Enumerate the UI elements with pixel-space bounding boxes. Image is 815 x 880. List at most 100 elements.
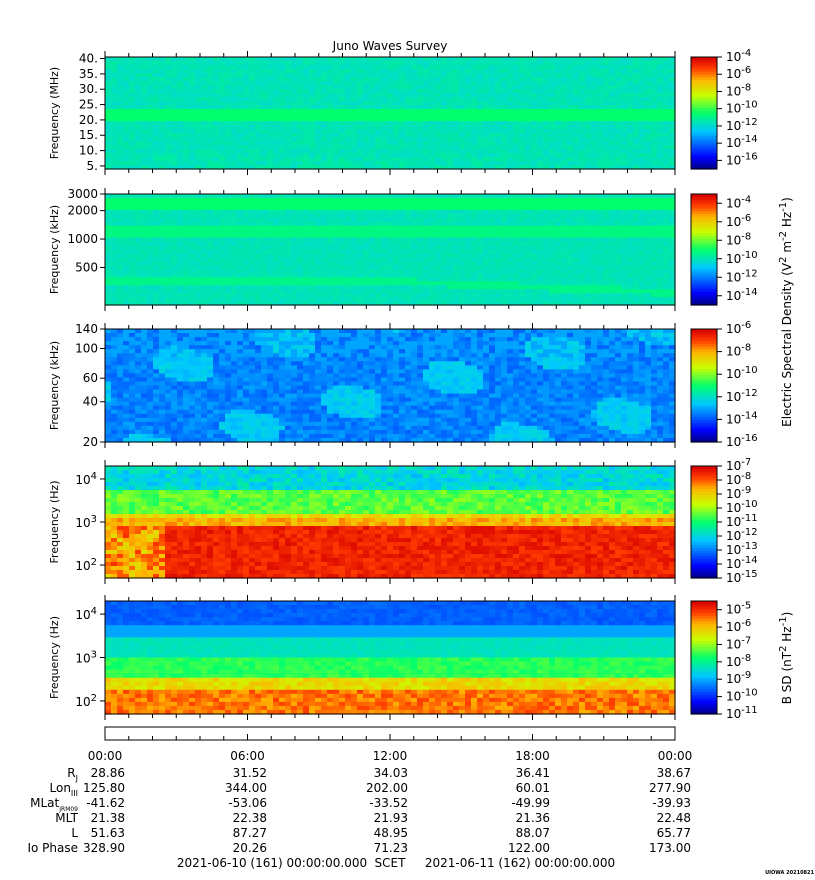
- spectrogram-image: [105, 194, 676, 306]
- colorbar-tick-label: 10-11: [726, 513, 758, 529]
- y-tick-label: 5.: [87, 159, 98, 173]
- y-axis-label: Frequency (Hz): [48, 616, 61, 699]
- ephemeris-value: 34.03: [374, 766, 408, 780]
- colorbar-tick-label: 10-11: [726, 705, 758, 721]
- colorbar-tick-label: 10-8: [726, 343, 751, 359]
- colorbar-frame: [690, 56, 718, 170]
- time-label: 18:00: [515, 749, 550, 763]
- ephemeris-row-label: MLT: [55, 811, 78, 825]
- colorbar-tick-label: 10-9: [726, 485, 751, 501]
- colorbar-tick-label: 10-14: [726, 555, 758, 571]
- colorbar-tick-label: 10-8: [726, 231, 751, 247]
- ephemeris-value: -41.62: [86, 796, 125, 810]
- colorbar-tick-label: 10-14: [726, 134, 758, 150]
- colorbar-frame: [690, 193, 718, 306]
- ephemeris-value: 88.07: [516, 826, 550, 840]
- colorbar-tick-label: 10-6: [726, 320, 751, 336]
- time-axis: 00:00 06:00 12:00 18:00 00:00: [88, 726, 693, 763]
- colorbar-tick-label: 10-7: [726, 635, 751, 651]
- colorbar-label-magnetic: B SD (nT2 Hz-1): [778, 612, 794, 705]
- colorbar-tick-label: 10-7: [726, 457, 751, 473]
- colorbar-tick-label: 10-16: [726, 433, 758, 449]
- ephemeris-value: 36.41: [516, 766, 550, 780]
- colorbar-tick-label: 10-10: [726, 688, 758, 704]
- panel-2: 500 1000 2000 3000 Frequency (kHz): [48, 187, 676, 311]
- ephemeris-row-label: LonIII: [50, 781, 79, 798]
- colorbar-tick-label: 10-12: [726, 117, 758, 133]
- ephemeris-row-label: RJ: [67, 766, 78, 783]
- ephemeris-row-label: Io Phase: [27, 841, 78, 855]
- panel-3: 20 40 60 100 140 Frequency (kHz): [48, 322, 676, 449]
- y-tick-label: 60: [83, 371, 98, 385]
- footer-scet: SCET: [375, 856, 407, 870]
- colorbar-tick-label: 10-12: [726, 527, 758, 543]
- ephemeris-value: 202.00: [366, 781, 408, 795]
- ephemeris-value: -39.93: [652, 796, 691, 810]
- y-axis-label: Frequency (Hz): [48, 481, 61, 564]
- y-tick-label: 1000: [67, 232, 98, 246]
- ephemeris-value: 31.52: [233, 766, 267, 780]
- colorbar-tick-label: 10-6: [726, 65, 751, 81]
- footer-end-time: 2021-06-11 (162) 00:00:00.000: [425, 856, 615, 870]
- y-tick-label: 20: [83, 435, 98, 449]
- y-tick-label: 104: [75, 606, 97, 622]
- panel-5: 102 103 104 Frequency (Hz): [48, 595, 676, 720]
- y-axis-label: Frequency (MHz): [48, 67, 61, 159]
- colorbar-tick-label: 10-10: [726, 365, 758, 381]
- time-label: 00:00: [658, 749, 693, 763]
- ephemeris-value: 21.38: [91, 811, 125, 825]
- colorbar-tick-label: 10-12: [726, 268, 758, 284]
- y-tick-label: 30.: [79, 82, 98, 96]
- spectrogram-image: [105, 57, 676, 170]
- y-tick-label: 3000: [67, 187, 98, 201]
- colorbar-tick-label: 10-15: [726, 569, 758, 585]
- spectrogram-image: [105, 329, 676, 443]
- y-tick-label: 10.: [79, 144, 98, 158]
- spectrogram-panels: 5.10. 15.20.25. 30.35.40. Frequency (MHz) 50…: [48, 51, 676, 720]
- colorbar-label-electric: Electric Spectral Density (V2 m-2 Hz-1): [778, 197, 794, 427]
- ephemeris-value: 21.36: [516, 811, 550, 825]
- y-tick-label: 500: [75, 260, 98, 274]
- colorbar-frame: [690, 328, 718, 443]
- ephemeris-value: 28.86: [91, 766, 125, 780]
- ephemeris-value: 173.00: [649, 841, 691, 855]
- time-label: 06:00: [230, 749, 265, 763]
- y-tick-label: 40: [83, 395, 98, 409]
- ephemeris-value: -53.06: [228, 796, 267, 810]
- ephemeris-value: 344.00: [225, 781, 267, 795]
- colorbar-frame: [690, 600, 718, 715]
- ephemeris-value: 22.48: [657, 811, 691, 825]
- y-tick-label: 35.: [79, 67, 98, 81]
- colorbar-tick-label: 10-14: [726, 287, 758, 303]
- ephemeris-row-label: L: [71, 826, 78, 840]
- colorbar-tick-label: 10-12: [726, 388, 758, 404]
- ephemeris-value: 21.93: [374, 811, 408, 825]
- colorbar-tick-label: 10-10: [726, 499, 758, 515]
- colorbar-tick-label: 10-8: [726, 82, 751, 98]
- chart-title: Juno Waves Survey: [332, 39, 448, 53]
- ephemeris-value: 38.67: [657, 766, 691, 780]
- ephemeris-value: -49.99: [511, 796, 550, 810]
- ephemeris-value: 328.90: [83, 841, 125, 855]
- colorbar-4: 10-710-810-910-1010-1110-1210-1310-1410-…: [690, 457, 758, 585]
- y-tick-label: 15.: [79, 128, 98, 142]
- spectrogram-image: [105, 601, 676, 715]
- y-tick-label: 140: [75, 322, 98, 336]
- ephemeris-value: 20.26: [233, 841, 267, 855]
- ephemeris-value: 122.00: [508, 841, 550, 855]
- colorbar-tick-label: 10-5: [726, 601, 751, 617]
- colorbar-tick-label: 10-6: [726, 213, 751, 229]
- colorbar-tick-label: 10-10: [726, 250, 758, 266]
- ephemeris-value: 48.95: [374, 826, 408, 840]
- y-tick-label: 104: [75, 471, 97, 487]
- ephemeris-value: 87.27: [233, 826, 267, 840]
- y-axis-label: Frequency (kHz): [48, 341, 61, 430]
- ephemeris-value: 125.80: [83, 781, 125, 795]
- colorbar-tick-label: 10-8: [726, 471, 751, 487]
- ephemeris-value: 60.01: [516, 781, 550, 795]
- colorbar-tick-label: 10-14: [726, 410, 758, 426]
- y-tick-label: 100: [75, 342, 98, 356]
